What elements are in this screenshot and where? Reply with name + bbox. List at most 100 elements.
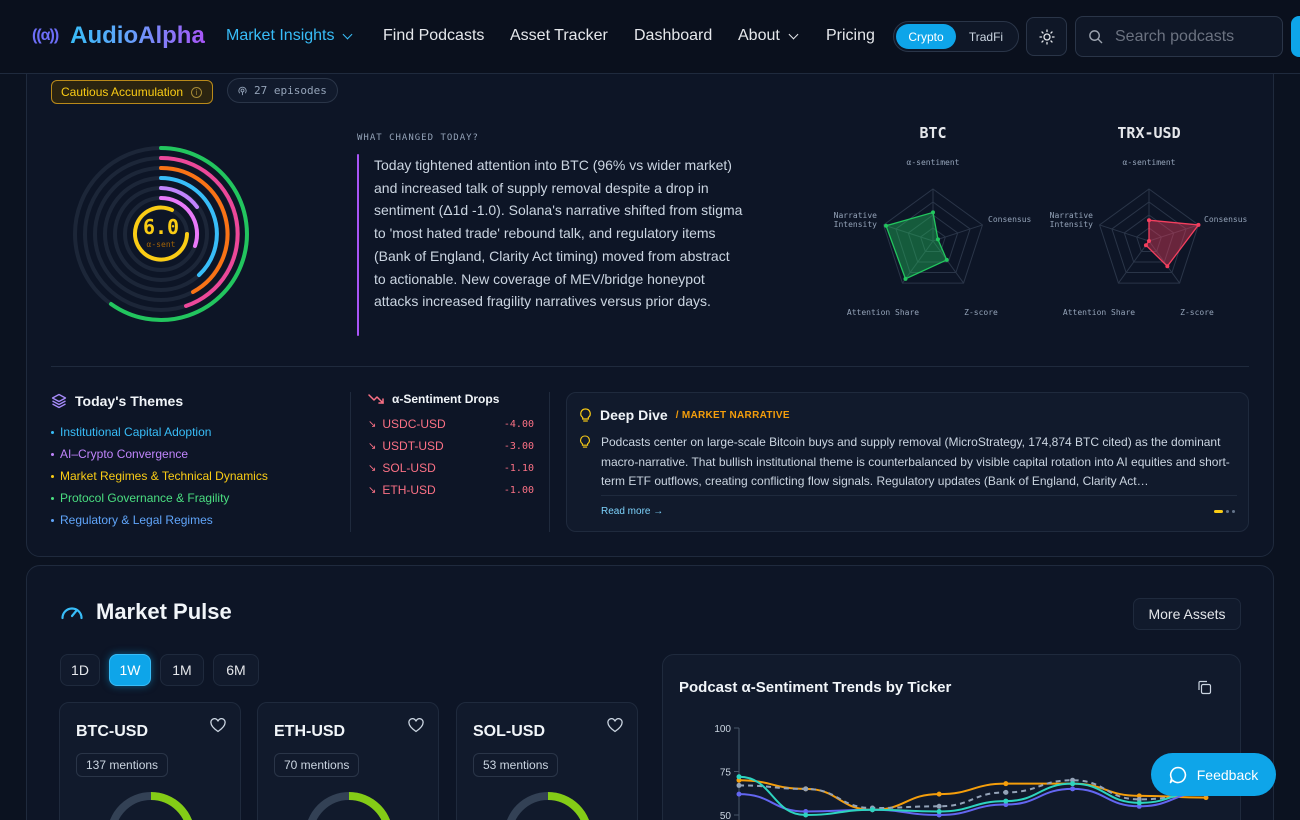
radar-point bbox=[935, 237, 940, 242]
drops-title: α-Sentiment Drops bbox=[392, 392, 500, 406]
radar-axis bbox=[1148, 224, 1199, 242]
theme-label: Market Regimes & Technical Dynamics bbox=[60, 469, 268, 483]
nav-pricing[interactable]: Pricing bbox=[826, 27, 875, 44]
copy-icon[interactable] bbox=[1197, 680, 1212, 695]
bullet-dot bbox=[51, 496, 54, 500]
read-more-link[interactable]: Read more → bbox=[601, 506, 664, 517]
nav-asset-tracker[interactable]: Asset Tracker bbox=[510, 27, 608, 44]
drop-row[interactable]: ↘ USDC-USD -4.00 bbox=[368, 417, 534, 431]
theme-item[interactable]: Regulatory & Legal Regimes bbox=[51, 513, 213, 527]
logo-text: AudioAlpha bbox=[70, 22, 205, 49]
trending-down-icon bbox=[368, 394, 384, 404]
y-tick-label: 50 bbox=[720, 811, 732, 820]
asset-card-sol[interactable]: SOL-USD 53 mentions bbox=[456, 702, 638, 820]
drop-row[interactable]: ↘ SOL-USD -1.10 bbox=[368, 461, 534, 475]
theme-label: AI–Crypto Convergence bbox=[60, 447, 189, 461]
range-1d[interactable]: 1D bbox=[60, 654, 100, 686]
radar-point bbox=[1143, 243, 1148, 248]
mentions-badge: 53 mentions bbox=[473, 753, 559, 777]
series-point bbox=[1136, 793, 1142, 799]
deep-dive-text: Podcasts center on large-scale Bitcoin b… bbox=[601, 435, 1230, 488]
nav-market-insights[interactable]: Market Insights bbox=[226, 27, 353, 45]
feedback-button[interactable]: Feedback bbox=[1151, 753, 1276, 796]
bullet-dot bbox=[51, 518, 54, 522]
speedometer-icon bbox=[61, 607, 83, 620]
radar-grid bbox=[1136, 227, 1162, 253]
radar-grid bbox=[1123, 214, 1175, 263]
search-input[interactable] bbox=[1115, 27, 1265, 46]
drop-value: -4.00 bbox=[503, 418, 534, 430]
asset-card-eth[interactable]: ETH-USD 70 mentions bbox=[257, 702, 439, 820]
radar-axis-label: Narrative bbox=[834, 211, 878, 220]
sentiment-gauge bbox=[308, 792, 390, 820]
logo[interactable]: ((α)) AudioAlpha bbox=[32, 22, 205, 50]
range-1w[interactable]: 1W bbox=[109, 654, 151, 686]
heart-icon[interactable] bbox=[408, 718, 424, 733]
theme-item[interactable]: Institutional Capital Adoption bbox=[51, 425, 211, 439]
chevron-down-icon bbox=[788, 29, 799, 39]
drop-row[interactable]: ↘ ETH-USD -1.00 bbox=[368, 483, 534, 497]
radar-chart: α-sentiment Consensus Z-score Attention Sha… bbox=[1050, 158, 1248, 317]
market-pulse-title: Market Pulse bbox=[96, 599, 232, 624]
asset-ticker: ETH-USD bbox=[274, 723, 346, 740]
series-point bbox=[1003, 802, 1009, 808]
radar-axis bbox=[1118, 240, 1150, 284]
search-icon bbox=[1089, 30, 1103, 44]
themes-heading: Today's Themes bbox=[51, 393, 183, 409]
radar-title: TRX-USD bbox=[1117, 124, 1181, 142]
drop-row[interactable]: ↘ USDT-USD -3.00 bbox=[368, 439, 534, 453]
radar-point bbox=[1147, 218, 1151, 223]
theme-item[interactable]: Market Regimes & Technical Dynamics bbox=[51, 469, 268, 483]
drop-ticker: ETH-USD bbox=[382, 483, 436, 497]
asset-ticker: SOL-USD bbox=[473, 723, 545, 740]
radar-btc: BTC α-sentiment Consensus Z-score Attention… bbox=[832, 124, 1034, 324]
nav-find-podcasts[interactable]: Find Podcasts bbox=[383, 27, 485, 44]
toggle-tradfi[interactable]: TradFi bbox=[968, 29, 1004, 44]
range-6m[interactable]: 6M bbox=[213, 654, 259, 686]
nav-dashboard[interactable]: Dashboard bbox=[634, 27, 713, 44]
sentiment-gauge bbox=[110, 792, 192, 820]
bullet-dot bbox=[51, 474, 54, 478]
drop-value: -1.00 bbox=[503, 484, 534, 496]
feedback-label: Feedback bbox=[1196, 766, 1259, 783]
layers-icon bbox=[51, 393, 67, 409]
pager-dot-active[interactable] bbox=[1214, 510, 1223, 513]
theme-item[interactable]: Protocol Governance & Fragility bbox=[51, 491, 229, 505]
pager-dot[interactable] bbox=[1226, 510, 1229, 513]
nav-about[interactable]: About bbox=[738, 27, 799, 45]
deep-dive-heading: Deep Dive / MARKET NARRATIVE bbox=[579, 407, 790, 423]
audio-waves-icon: ((α)) bbox=[32, 27, 59, 44]
series-point bbox=[803, 812, 809, 818]
chat-bubble-icon bbox=[1169, 766, 1186, 783]
heart-icon[interactable] bbox=[607, 718, 623, 733]
theme-toggle-button[interactable] bbox=[1026, 17, 1067, 56]
radar-axis-label: Z-score bbox=[964, 308, 998, 317]
radar-axis bbox=[1099, 224, 1150, 242]
alpha-sentiment-value: 6.0 bbox=[142, 215, 180, 239]
more-assets-button[interactable]: More Assets bbox=[1133, 598, 1241, 630]
radar-axis bbox=[902, 240, 934, 284]
theme-item[interactable]: AI–Crypto Convergence bbox=[51, 447, 188, 461]
column-divider bbox=[350, 392, 351, 532]
radar-axis-label: Narrative bbox=[1050, 211, 1094, 220]
pager-dot[interactable] bbox=[1232, 510, 1235, 513]
trending-down-icon: ↘ bbox=[368, 418, 377, 430]
toggle-crypto[interactable]: Crypto bbox=[896, 24, 956, 49]
regime-badge[interactable]: Cautious Accumulation i bbox=[51, 80, 214, 104]
deep-dive-subtitle: / MARKET NARRATIVE bbox=[675, 409, 790, 421]
info-icon[interactable]: i bbox=[191, 86, 203, 98]
radar-axis-label: Intensity bbox=[1050, 220, 1094, 229]
deep-dive-card: Deep Dive / MARKET NARRATIVE Podcasts ce… bbox=[566, 392, 1249, 532]
theme-label: Institutional Capital Adoption bbox=[60, 425, 212, 439]
nav-market-insights-label: Market Insights bbox=[226, 27, 335, 44]
trending-down-icon: ↘ bbox=[368, 484, 377, 496]
radar-point bbox=[931, 210, 935, 215]
radar-point bbox=[1196, 222, 1201, 227]
chevron-down-icon bbox=[343, 29, 353, 39]
market-toggle: Crypto TradFi bbox=[893, 21, 1019, 52]
range-1m[interactable]: 1M bbox=[160, 654, 204, 686]
asset-card-btc[interactable]: BTC-USD 137 mentions bbox=[59, 702, 241, 820]
series-point bbox=[1136, 803, 1142, 809]
heart-icon[interactable] bbox=[210, 718, 226, 733]
signup-button[interactable] bbox=[1291, 16, 1300, 57]
